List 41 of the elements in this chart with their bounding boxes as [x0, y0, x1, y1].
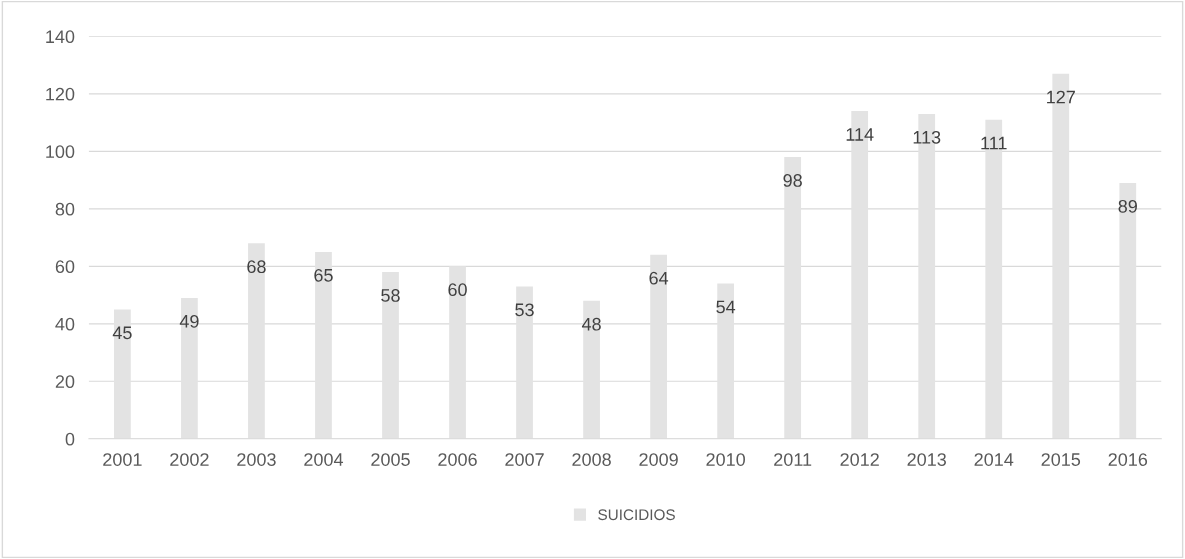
data-label: 60: [448, 283, 467, 297]
data-label: 48: [581, 317, 601, 331]
y-tick-label: 60: [55, 260, 75, 274]
data-label: 65: [314, 268, 333, 282]
data-label: 68: [247, 260, 266, 274]
x-tick-label: 2007: [505, 453, 544, 466]
y-tick-label: 80: [55, 202, 75, 216]
data-label: 111: [981, 136, 1007, 150]
y-tick-label: 0: [65, 432, 75, 446]
data-label: 53: [515, 303, 534, 317]
data-label: 114: [846, 128, 874, 141]
x-tick-label: 2008: [572, 453, 611, 466]
y-tick-label: 140: [46, 30, 75, 44]
data-label: 98: [783, 174, 802, 187]
x-tick-label: 2005: [371, 453, 410, 466]
data-label: 54: [716, 300, 736, 314]
x-tick-label: 2011: [774, 453, 812, 466]
data-label: 45: [112, 326, 132, 340]
x-tick-label: 2002: [170, 453, 209, 466]
x-tick-label: 2012: [840, 453, 879, 466]
x-tick-label: 2003: [237, 453, 276, 466]
x-tick-label: 2015: [1041, 453, 1081, 466]
x-tick-label: 2010: [706, 453, 746, 466]
data-label: 49: [179, 314, 199, 328]
y-tick-label: 100: [46, 145, 75, 159]
y-tick-label: 120: [46, 87, 75, 101]
x-tick-label: 2009: [639, 453, 678, 466]
x-tick-label: 2006: [438, 453, 477, 466]
data-label: 89: [1118, 199, 1137, 213]
y-tick-label: 40: [55, 317, 75, 331]
x-tick-label: 2014: [974, 453, 1014, 466]
data-label: 58: [381, 289, 400, 302]
data-label: 64: [649, 271, 669, 285]
x-tick-label: 2004: [304, 453, 344, 466]
y-tick-label: 20: [55, 375, 75, 389]
x-tick-label: 2016: [1108, 453, 1148, 466]
legend-label: SUICIDIOS: [598, 509, 675, 521]
x-tick-label: 2013: [907, 453, 946, 466]
data-label: 113: [913, 130, 941, 144]
x-tick-label: 2001: [103, 453, 142, 466]
data-label: 127: [1047, 90, 1075, 104]
